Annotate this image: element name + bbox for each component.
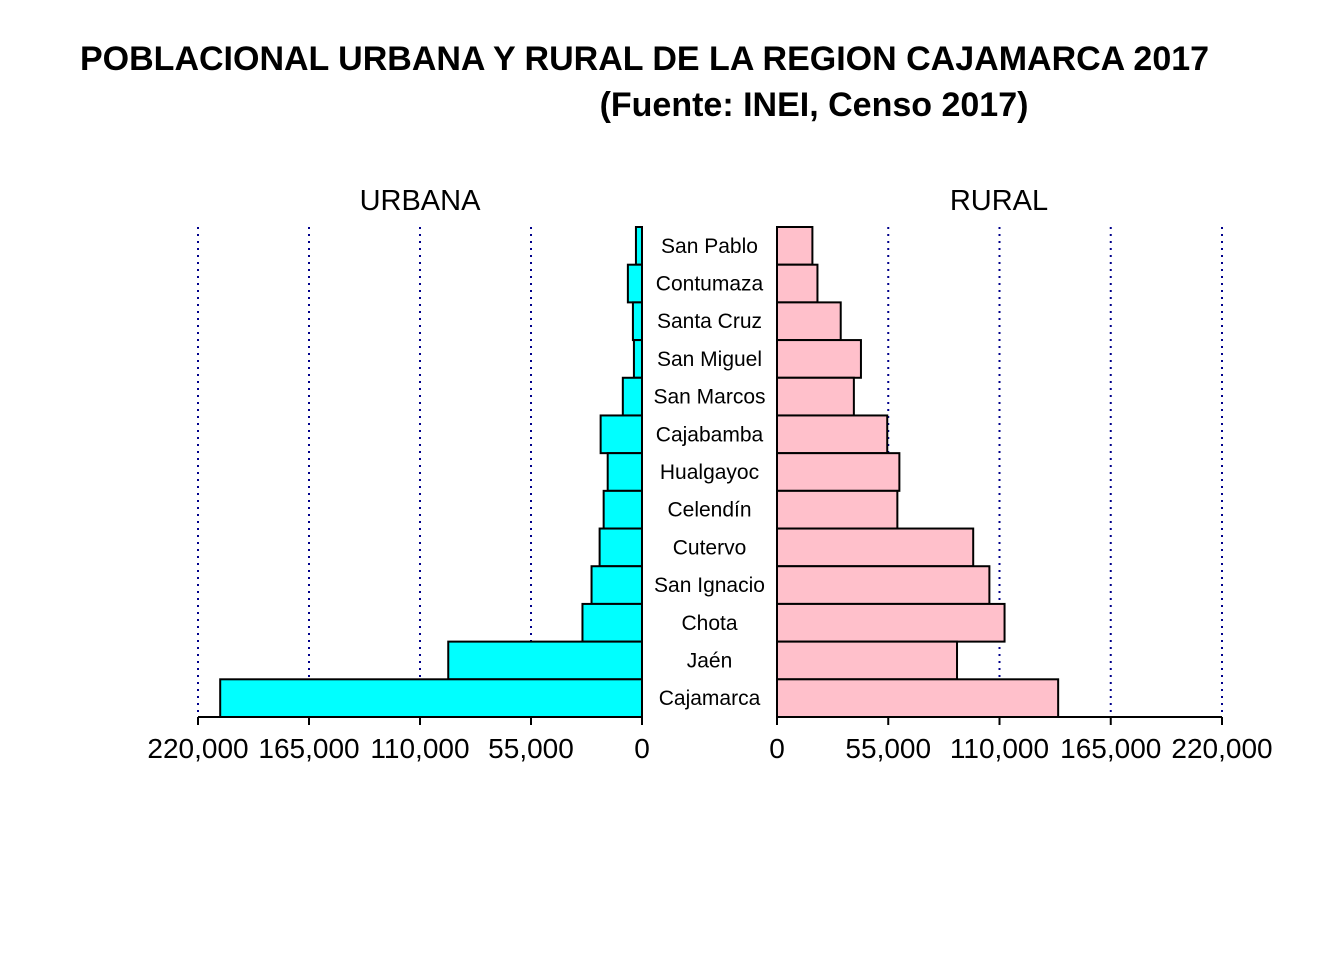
urbana-bar — [606, 452, 644, 492]
rural-tick-label: 55,000 — [845, 733, 931, 764]
urbana-tick-label: 220,000 — [147, 733, 248, 764]
rural-bar — [776, 678, 1060, 718]
rural-tick-label: 220,000 — [1171, 733, 1272, 764]
urbana-tick-label: 55,000 — [488, 733, 574, 764]
rural-bar — [776, 263, 819, 304]
urbana-bar — [626, 263, 644, 304]
urbana-bar — [447, 640, 643, 681]
urbana-bar — [598, 527, 643, 568]
category-label: Contumaza — [656, 273, 764, 296]
chart-subtitle: (Fuente: INEI, Censo 2017) — [600, 86, 1029, 124]
urbana-bar — [581, 602, 643, 643]
rural-bar — [776, 226, 814, 266]
category-label: Hualgayoc — [660, 461, 759, 484]
rural-bar — [776, 339, 862, 379]
category-label: Santa Cruz — [657, 310, 762, 333]
urbana-tick-label: 110,000 — [370, 733, 469, 764]
rural-bar — [776, 602, 1006, 643]
rural-bar — [776, 640, 959, 681]
rural-tick-label: 110,000 — [950, 733, 1049, 764]
urbana-bar — [599, 414, 643, 455]
urbana-panel-label: URBANA — [360, 185, 482, 217]
category-label: Cajamarca — [659, 687, 761, 710]
axes: 220,000 0 165,000 55,000 110,000 110,000 55,00… — [147, 716, 1273, 764]
bars — [219, 226, 1060, 718]
rural-panel-label: RURAL — [950, 185, 1048, 217]
rural-bar — [776, 414, 889, 455]
urbana-tick-label: 165,000 — [258, 733, 359, 764]
urbana-bar — [219, 678, 643, 718]
rural-tick-label: 0 — [769, 733, 785, 764]
category-label: San Miguel — [657, 348, 762, 371]
category-label: Jaén — [687, 649, 733, 672]
rural-bar — [776, 527, 975, 568]
chart-title: POBLACIONAL URBANA Y RURAL DE LA REGION … — [80, 40, 1209, 78]
urbana-bar — [602, 489, 643, 530]
rural-bar — [776, 376, 855, 417]
urbana-bar — [631, 301, 643, 342]
urbana-bar — [632, 339, 643, 379]
category-label: San Pablo — [661, 235, 758, 258]
category-label: San Ignacio — [654, 574, 765, 597]
urbana-bar — [590, 565, 644, 605]
rural-tick-label: 165,000 — [1060, 733, 1161, 764]
category-label: Celendín — [667, 499, 751, 522]
category-label: San Marcos — [653, 386, 765, 409]
urbana-bar — [621, 376, 643, 417]
rural-bar — [776, 489, 899, 530]
rural-bar — [776, 301, 842, 342]
category-label: Cajabamba — [656, 423, 764, 446]
category-labels: San Pablo Contumaza Santa Cruz San Miguel Sa… — [653, 235, 765, 710]
rural-bar — [776, 565, 991, 605]
category-label: Chota — [681, 612, 737, 635]
urbana-bar — [634, 226, 643, 266]
category-label: Cutervo — [673, 536, 747, 559]
urbana-tick-label: 0 — [634, 733, 650, 764]
rural-bar — [776, 452, 901, 492]
